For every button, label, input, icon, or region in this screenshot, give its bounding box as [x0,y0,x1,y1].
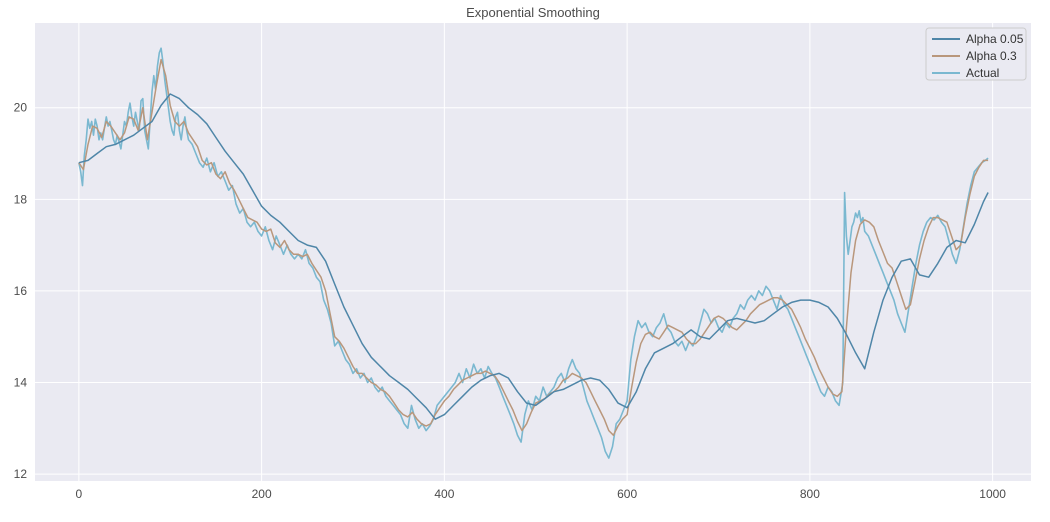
grid-lines [35,23,1031,481]
series-lines [78,47,989,459]
legend-label-actual: Actual [966,66,999,80]
chart-title: Exponential Smoothing [466,5,600,20]
x-tick-label: 800 [800,487,820,501]
x-tick-label: 1000 [979,487,1006,501]
legend-label-alpha-0-3: Alpha 0.3 [966,49,1017,63]
series-line-alpha-0-05 [78,93,989,420]
x-tick-label: 400 [434,487,454,501]
series-line-alpha-0-3 [78,58,989,436]
x-tick-label: 0 [76,487,83,501]
legend: Alpha 0.05 Alpha 0.3 Actual [925,27,1027,81]
y-tick-label: 16 [14,284,28,298]
x-tick-label: 200 [252,487,272,501]
x-axis-ticks: 0 200 400 600 800 1000 [76,487,1007,501]
legend-label-alpha-0-05: Alpha 0.05 [966,32,1024,46]
y-tick-label: 14 [14,376,28,390]
plot-background [35,23,1031,481]
y-tick-label: 18 [14,192,28,206]
y-axis-ticks: 12 14 16 18 20 [14,101,28,481]
x-tick-label: 600 [617,487,637,501]
series-line-actual [78,47,989,459]
legend-box [925,27,1027,81]
y-tick-label: 20 [14,101,28,115]
y-tick-label: 12 [14,467,28,481]
